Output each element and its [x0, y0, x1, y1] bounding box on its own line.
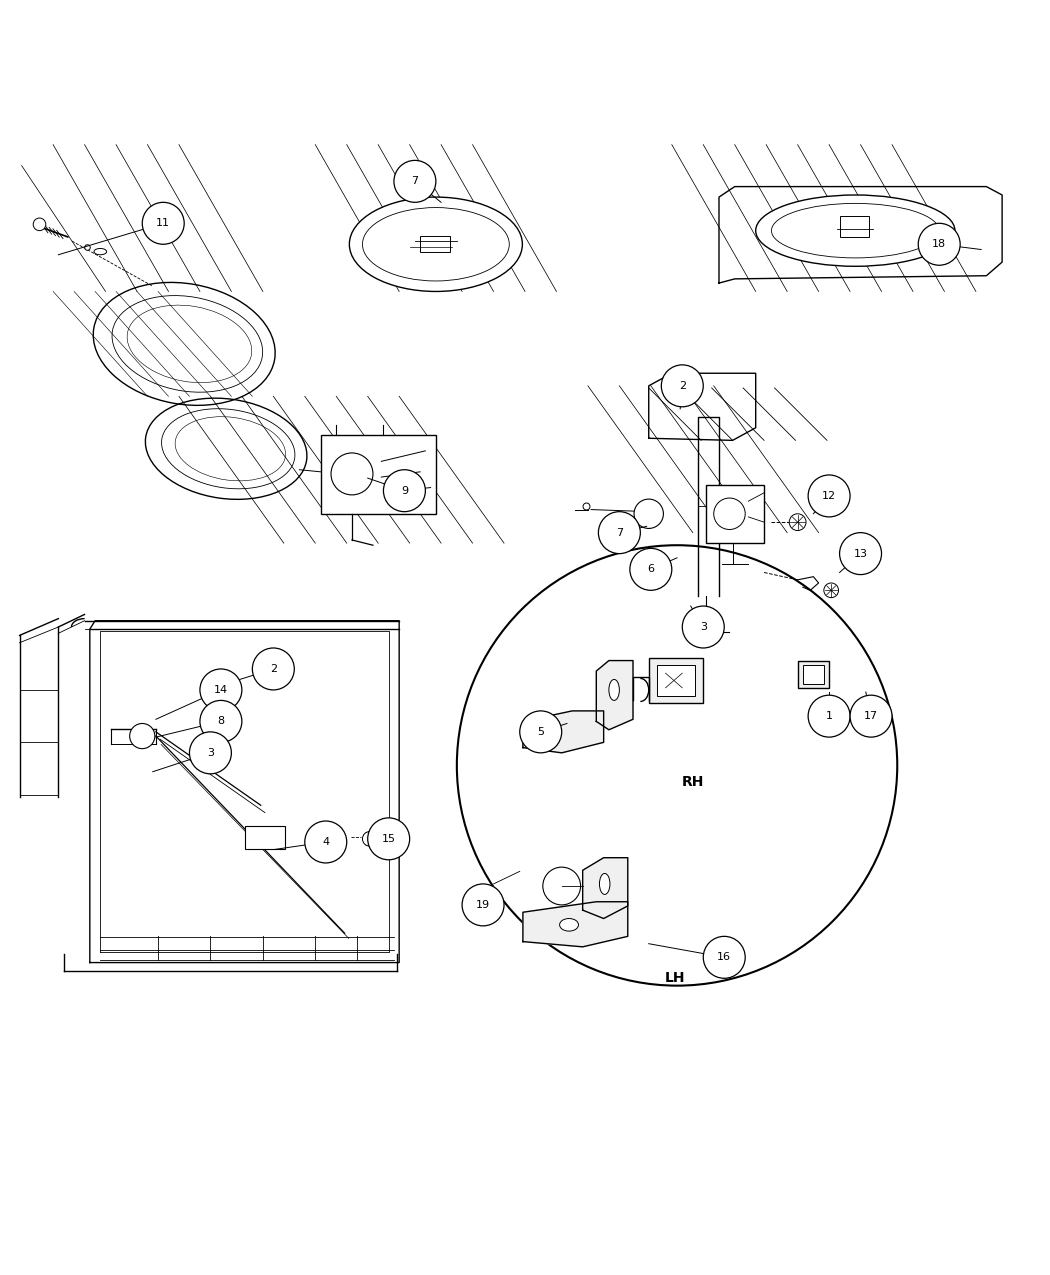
Text: 15: 15	[382, 834, 396, 844]
Circle shape	[824, 583, 839, 598]
Ellipse shape	[600, 873, 610, 894]
Bar	[649, 658, 704, 703]
Ellipse shape	[531, 725, 550, 738]
Circle shape	[790, 514, 806, 530]
Bar	[420, 236, 449, 251]
Circle shape	[129, 723, 154, 748]
Circle shape	[704, 936, 745, 978]
Text: RH: RH	[681, 775, 704, 789]
Circle shape	[252, 648, 294, 690]
Polygon shape	[583, 858, 628, 918]
Circle shape	[543, 867, 581, 905]
Text: 14: 14	[214, 685, 228, 695]
Ellipse shape	[560, 918, 579, 931]
Circle shape	[362, 831, 377, 847]
Circle shape	[520, 711, 562, 752]
Circle shape	[200, 700, 242, 742]
Circle shape	[808, 695, 850, 737]
Circle shape	[598, 511, 640, 553]
Text: 12: 12	[822, 491, 836, 501]
Bar	[798, 660, 830, 687]
Text: 18: 18	[932, 240, 946, 250]
Ellipse shape	[609, 680, 620, 700]
Text: 3: 3	[207, 748, 214, 757]
Bar	[840, 215, 869, 237]
Text: 13: 13	[854, 548, 867, 558]
Ellipse shape	[94, 249, 107, 255]
Circle shape	[682, 606, 724, 648]
Text: 4: 4	[322, 836, 330, 847]
Bar	[803, 664, 824, 683]
Text: 7: 7	[615, 528, 623, 538]
Polygon shape	[596, 660, 633, 729]
Circle shape	[630, 548, 672, 590]
Circle shape	[142, 203, 184, 245]
Circle shape	[304, 821, 347, 863]
Text: 19: 19	[476, 900, 490, 910]
Circle shape	[808, 476, 850, 516]
Circle shape	[475, 886, 491, 903]
Circle shape	[368, 817, 410, 859]
Text: 7: 7	[412, 176, 419, 186]
Text: 2: 2	[678, 381, 686, 391]
Circle shape	[394, 161, 436, 203]
Bar	[245, 826, 285, 849]
Circle shape	[383, 469, 425, 511]
Circle shape	[34, 218, 46, 231]
Text: 1: 1	[825, 711, 833, 722]
Bar	[707, 486, 764, 543]
Circle shape	[200, 669, 242, 711]
Text: 6: 6	[648, 565, 654, 574]
Bar	[657, 664, 695, 696]
Text: 9: 9	[401, 486, 408, 496]
Circle shape	[462, 884, 504, 926]
Text: LH: LH	[665, 972, 686, 986]
Bar	[320, 435, 436, 514]
Polygon shape	[523, 901, 628, 947]
Text: 5: 5	[538, 727, 544, 737]
Text: 2: 2	[270, 664, 277, 674]
Text: 8: 8	[217, 717, 225, 727]
Ellipse shape	[350, 198, 523, 292]
Circle shape	[662, 365, 704, 407]
Text: 11: 11	[156, 218, 170, 228]
Ellipse shape	[756, 195, 954, 266]
Circle shape	[189, 732, 231, 774]
Text: 17: 17	[864, 711, 878, 722]
Circle shape	[840, 533, 882, 575]
Circle shape	[919, 223, 960, 265]
Text: 3: 3	[699, 622, 707, 632]
Polygon shape	[523, 711, 604, 752]
Circle shape	[634, 499, 664, 528]
Circle shape	[850, 695, 892, 737]
Text: 16: 16	[717, 952, 731, 963]
